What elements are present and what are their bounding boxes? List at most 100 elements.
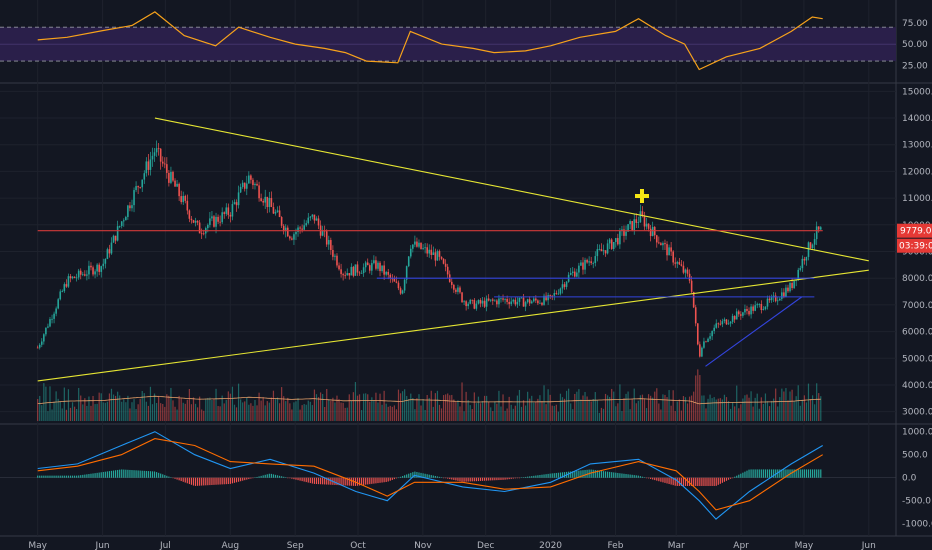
volume-bar xyxy=(707,398,709,421)
macd-histogram-bar xyxy=(137,470,139,478)
candle-body xyxy=(684,269,687,273)
macd-histogram-bar xyxy=(240,477,242,482)
candle-body xyxy=(733,315,736,320)
macd-histogram-bar xyxy=(799,469,801,478)
trendline[interactable] xyxy=(37,269,869,382)
candle-body xyxy=(65,284,68,287)
volume-bar xyxy=(490,407,492,421)
macd-histogram-bar xyxy=(479,477,482,481)
volume-bar xyxy=(367,394,369,421)
macd-histogram-bar xyxy=(141,470,143,478)
price-panel[interactable] xyxy=(36,117,869,421)
candle-body xyxy=(190,218,193,221)
volume-bar xyxy=(37,399,39,421)
volume-bar xyxy=(463,411,465,421)
volume-bar xyxy=(164,406,166,421)
volume-bar xyxy=(395,409,398,421)
volume-bar xyxy=(174,406,176,421)
price-axis[interactable]: 75.00 50.00 25.00 15000.0 14000.0 13000.0 1200… xyxy=(897,19,932,530)
candle-body xyxy=(692,291,695,308)
trendline[interactable] xyxy=(154,117,869,262)
macd-histogram-bar xyxy=(805,469,808,478)
macd-histogram-bar xyxy=(186,477,188,484)
candle-body xyxy=(418,242,420,247)
volume-bar xyxy=(78,387,80,421)
volume-bar xyxy=(660,409,662,421)
candle-body xyxy=(676,262,679,264)
macd-histogram-bar xyxy=(816,469,818,478)
macd-histogram-bar xyxy=(697,477,699,486)
candle-body xyxy=(783,292,785,297)
volume-bar xyxy=(80,395,82,421)
macd-histogram-bar xyxy=(383,477,385,483)
time-axis[interactable]: May Jun Jul Aug Sep Oct Nov Dec 2020 Feb Mar Apr May… xyxy=(28,541,875,550)
macd-histogram-bar xyxy=(801,469,803,478)
volume-bar xyxy=(703,395,705,421)
macd-histogram-bar xyxy=(41,475,43,478)
macd-histogram-bar xyxy=(606,471,609,478)
candle-body xyxy=(36,347,39,349)
macd-histogram-bar xyxy=(344,477,346,486)
macd-histogram-bar xyxy=(707,477,709,486)
macd-histogram-bar xyxy=(160,473,162,478)
macd-histogram-bar xyxy=(199,477,201,486)
macd-histogram-bar xyxy=(783,469,785,478)
candle-body xyxy=(602,250,605,252)
macd-histogram-bar xyxy=(207,477,209,486)
macd-histogram-bar xyxy=(98,472,100,478)
volume-bar xyxy=(727,401,730,421)
countdown-tag xyxy=(897,238,932,253)
macd-histogram-bar xyxy=(506,477,508,480)
macd-histogram-bar xyxy=(272,474,275,478)
macd-histogram-bar xyxy=(633,475,635,478)
macd-panel[interactable] xyxy=(0,431,896,520)
volume-bar xyxy=(262,397,264,421)
macd-histogram-bar xyxy=(557,472,559,478)
volume-bar xyxy=(549,394,551,421)
candle-body xyxy=(327,240,330,245)
trendline[interactable] xyxy=(705,296,803,367)
volume-bar xyxy=(600,407,603,421)
volume-bar xyxy=(170,387,172,421)
candle-body xyxy=(262,201,264,203)
macd-histogram-bar xyxy=(436,476,439,478)
volume-bar xyxy=(67,389,70,421)
volume-bar xyxy=(389,405,391,421)
candle-body xyxy=(274,211,277,214)
volume-bar xyxy=(586,396,588,421)
time-tick-label: Jun xyxy=(95,541,110,550)
candle-body xyxy=(401,290,404,294)
candle-body xyxy=(241,182,244,187)
macd-histogram-bar xyxy=(629,474,631,478)
macd-histogram-bar xyxy=(326,477,328,485)
macd-histogram-bar xyxy=(43,475,45,478)
candle-body xyxy=(114,235,117,241)
macd-histogram-bar xyxy=(235,477,238,483)
candle-body xyxy=(682,265,685,273)
candle-body xyxy=(59,291,62,300)
candle-body xyxy=(799,268,802,270)
candle-body xyxy=(143,173,146,180)
macd-histogram-bar xyxy=(502,477,504,480)
candle-body xyxy=(120,221,123,226)
rsi-panel[interactable] xyxy=(0,11,896,71)
candle-body xyxy=(457,287,459,292)
volume-bar xyxy=(235,407,238,421)
macd-histogram-bar xyxy=(713,477,715,486)
volume-bar xyxy=(192,397,195,421)
candle-body xyxy=(627,224,629,232)
macd-histogram-bar xyxy=(246,477,248,480)
price-tick-label: 12000.0 xyxy=(902,167,932,177)
volume-bar xyxy=(670,405,672,421)
volume-bar xyxy=(613,391,615,421)
macd-histogram-bar xyxy=(670,477,672,485)
macd-histogram-bar xyxy=(426,474,428,478)
candle-body xyxy=(604,250,607,254)
candle-body xyxy=(813,239,816,245)
volume-bar xyxy=(215,388,217,421)
macd-histogram-bar xyxy=(811,469,814,478)
candle-body xyxy=(461,292,463,303)
candle-body xyxy=(291,238,293,240)
volume-bar xyxy=(43,383,45,421)
